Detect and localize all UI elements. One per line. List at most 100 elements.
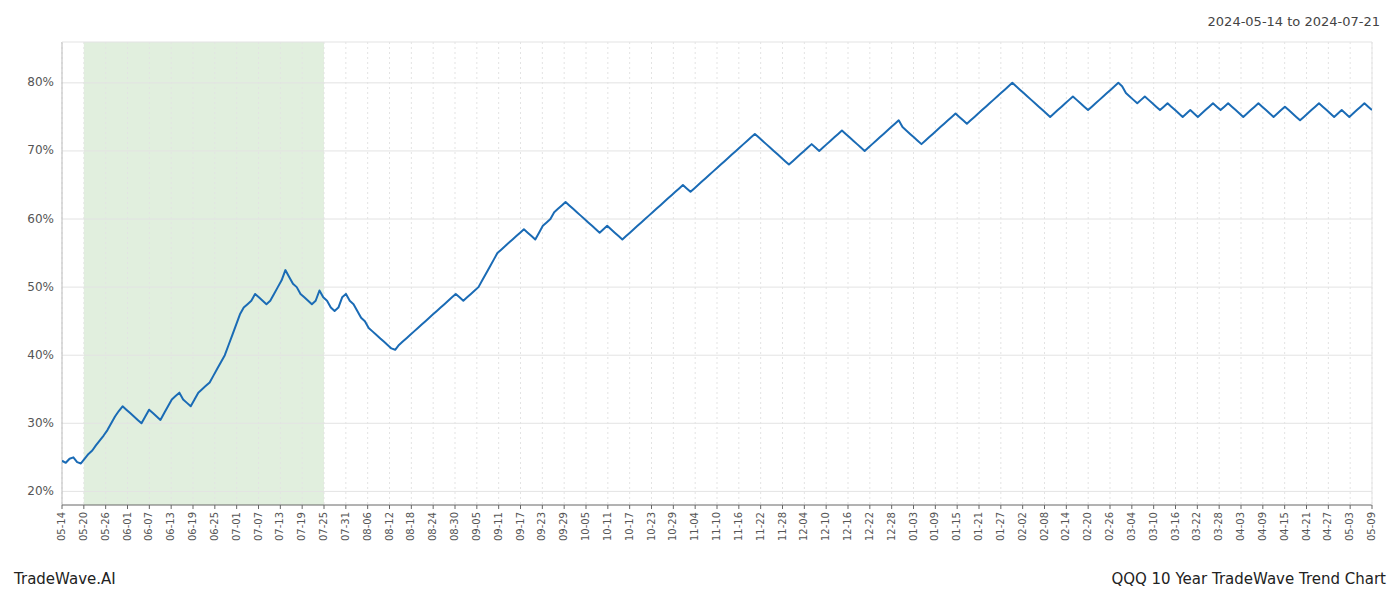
y-tick-label: 30% — [27, 416, 54, 430]
y-grid-line — [62, 355, 1372, 356]
x-tick — [1110, 505, 1111, 509]
x-grid-line — [738, 42, 739, 505]
x-tick-label: 04-09 — [1257, 512, 1268, 541]
grid — [62, 42, 1372, 505]
x-grid-line — [345, 42, 346, 505]
x-grid-line — [236, 42, 237, 505]
x-tick — [455, 505, 456, 509]
x-tick-label: 05-03 — [1344, 512, 1355, 541]
x-grid-line — [826, 42, 827, 505]
x-tick — [433, 505, 434, 509]
x-tick-label: 02-26 — [1104, 512, 1115, 541]
x-grid-line — [1022, 42, 1023, 505]
x-tick — [83, 505, 84, 509]
x-tick-label: 05-26 — [100, 512, 111, 541]
x-tick-label: 07-25 — [318, 512, 329, 541]
x-tick — [935, 505, 936, 509]
x-grid-line — [542, 42, 543, 505]
x-grid-line — [324, 42, 325, 505]
x-tick-label: 08-18 — [405, 512, 416, 541]
x-tick — [258, 505, 259, 509]
x-tick-label: 10-05 — [580, 512, 591, 541]
x-tick — [62, 505, 63, 509]
x-tick — [1262, 505, 1263, 509]
x-tick — [782, 505, 783, 509]
x-grid-line — [62, 42, 63, 505]
x-tick-label: 06-25 — [209, 512, 220, 541]
x-tick-label: 09-17 — [515, 512, 526, 541]
x-tick — [1328, 505, 1329, 509]
x-tick — [498, 505, 499, 509]
x-grid-line — [498, 42, 499, 505]
x-grid-line — [1350, 42, 1351, 505]
chart: 20%30%40%50%60%70%80%05-1405-2005-2606-0… — [0, 0, 1400, 600]
annotation: TradeWave.AI — [13, 570, 116, 588]
background — [0, 0, 1400, 600]
x-grid-line — [913, 42, 914, 505]
x-tick-label: 07-19 — [296, 512, 307, 541]
x-tick-label: 06-13 — [165, 512, 176, 541]
x-tick — [149, 505, 150, 509]
x-tick — [1131, 505, 1132, 509]
x-tick — [695, 505, 696, 509]
x-grid-line — [389, 42, 390, 505]
x-tick-label: 10-11 — [602, 512, 613, 541]
x-tick-label: 01-27 — [995, 512, 1006, 541]
x-grid-line — [127, 42, 128, 505]
x-tick-label: 01-03 — [908, 512, 919, 541]
x-tick-label: 01-21 — [973, 512, 984, 541]
x-grid-line — [1066, 42, 1067, 505]
x-tick — [804, 505, 805, 509]
x-grid-line — [564, 42, 565, 505]
x-grid-line — [105, 42, 106, 505]
x-grid-line — [302, 42, 303, 505]
x-tick-label: 11-22 — [755, 512, 766, 541]
x-tick — [1175, 505, 1176, 509]
x-grid-line — [1131, 42, 1132, 505]
x-tick — [629, 505, 630, 509]
x-grid-line — [520, 42, 521, 505]
x-tick — [717, 505, 718, 509]
x-tick — [848, 505, 849, 509]
x-tick-label: 03-28 — [1213, 512, 1224, 541]
x-tick — [171, 505, 172, 509]
x-grid-line — [695, 42, 696, 505]
plot-right-edge — [1372, 42, 1373, 505]
x-grid-line — [782, 42, 783, 505]
x-grid-line — [957, 42, 958, 505]
x-tick-label: 08-30 — [449, 512, 460, 541]
x-grid-line — [869, 42, 870, 505]
x-tick-label: 09-11 — [493, 512, 504, 541]
x-grid-line — [1284, 42, 1285, 505]
x-grid-line — [83, 42, 84, 505]
x-tick — [280, 505, 281, 509]
x-tick — [760, 505, 761, 509]
x-tick — [1372, 505, 1373, 509]
x-grid-line — [804, 42, 805, 505]
x-grid-line — [629, 42, 630, 505]
x-grid-line — [935, 42, 936, 505]
x-tick-label: 12-04 — [798, 512, 809, 541]
x-axis: 05-1405-2005-2606-0106-0706-1306-1906-25… — [56, 505, 1377, 541]
x-tick — [367, 505, 368, 509]
x-tick — [673, 505, 674, 509]
x-grid-line — [717, 42, 718, 505]
x-tick-label: 03-04 — [1126, 512, 1137, 541]
x-tick — [214, 505, 215, 509]
x-grid-line — [1088, 42, 1089, 505]
title: QQQ 10 Year TradeWave Trend Chart — [1111, 570, 1386, 588]
x-grid-line — [760, 42, 761, 505]
x-tick-label: 03-10 — [1148, 512, 1159, 541]
x-grid-line — [1153, 42, 1154, 505]
y-tick-label: 70% — [27, 143, 54, 157]
x-tick — [891, 505, 892, 509]
x-grid-line — [214, 42, 215, 505]
x-tick-label: 09-23 — [536, 512, 547, 541]
x-tick-label: 07-13 — [274, 512, 285, 541]
trend-line — [62, 83, 1372, 464]
x-tick-label: 02-02 — [1017, 512, 1028, 541]
x-tick — [411, 505, 412, 509]
x-tick-label: 08-12 — [384, 512, 395, 541]
x-tick — [1219, 505, 1220, 509]
series — [62, 83, 1372, 464]
